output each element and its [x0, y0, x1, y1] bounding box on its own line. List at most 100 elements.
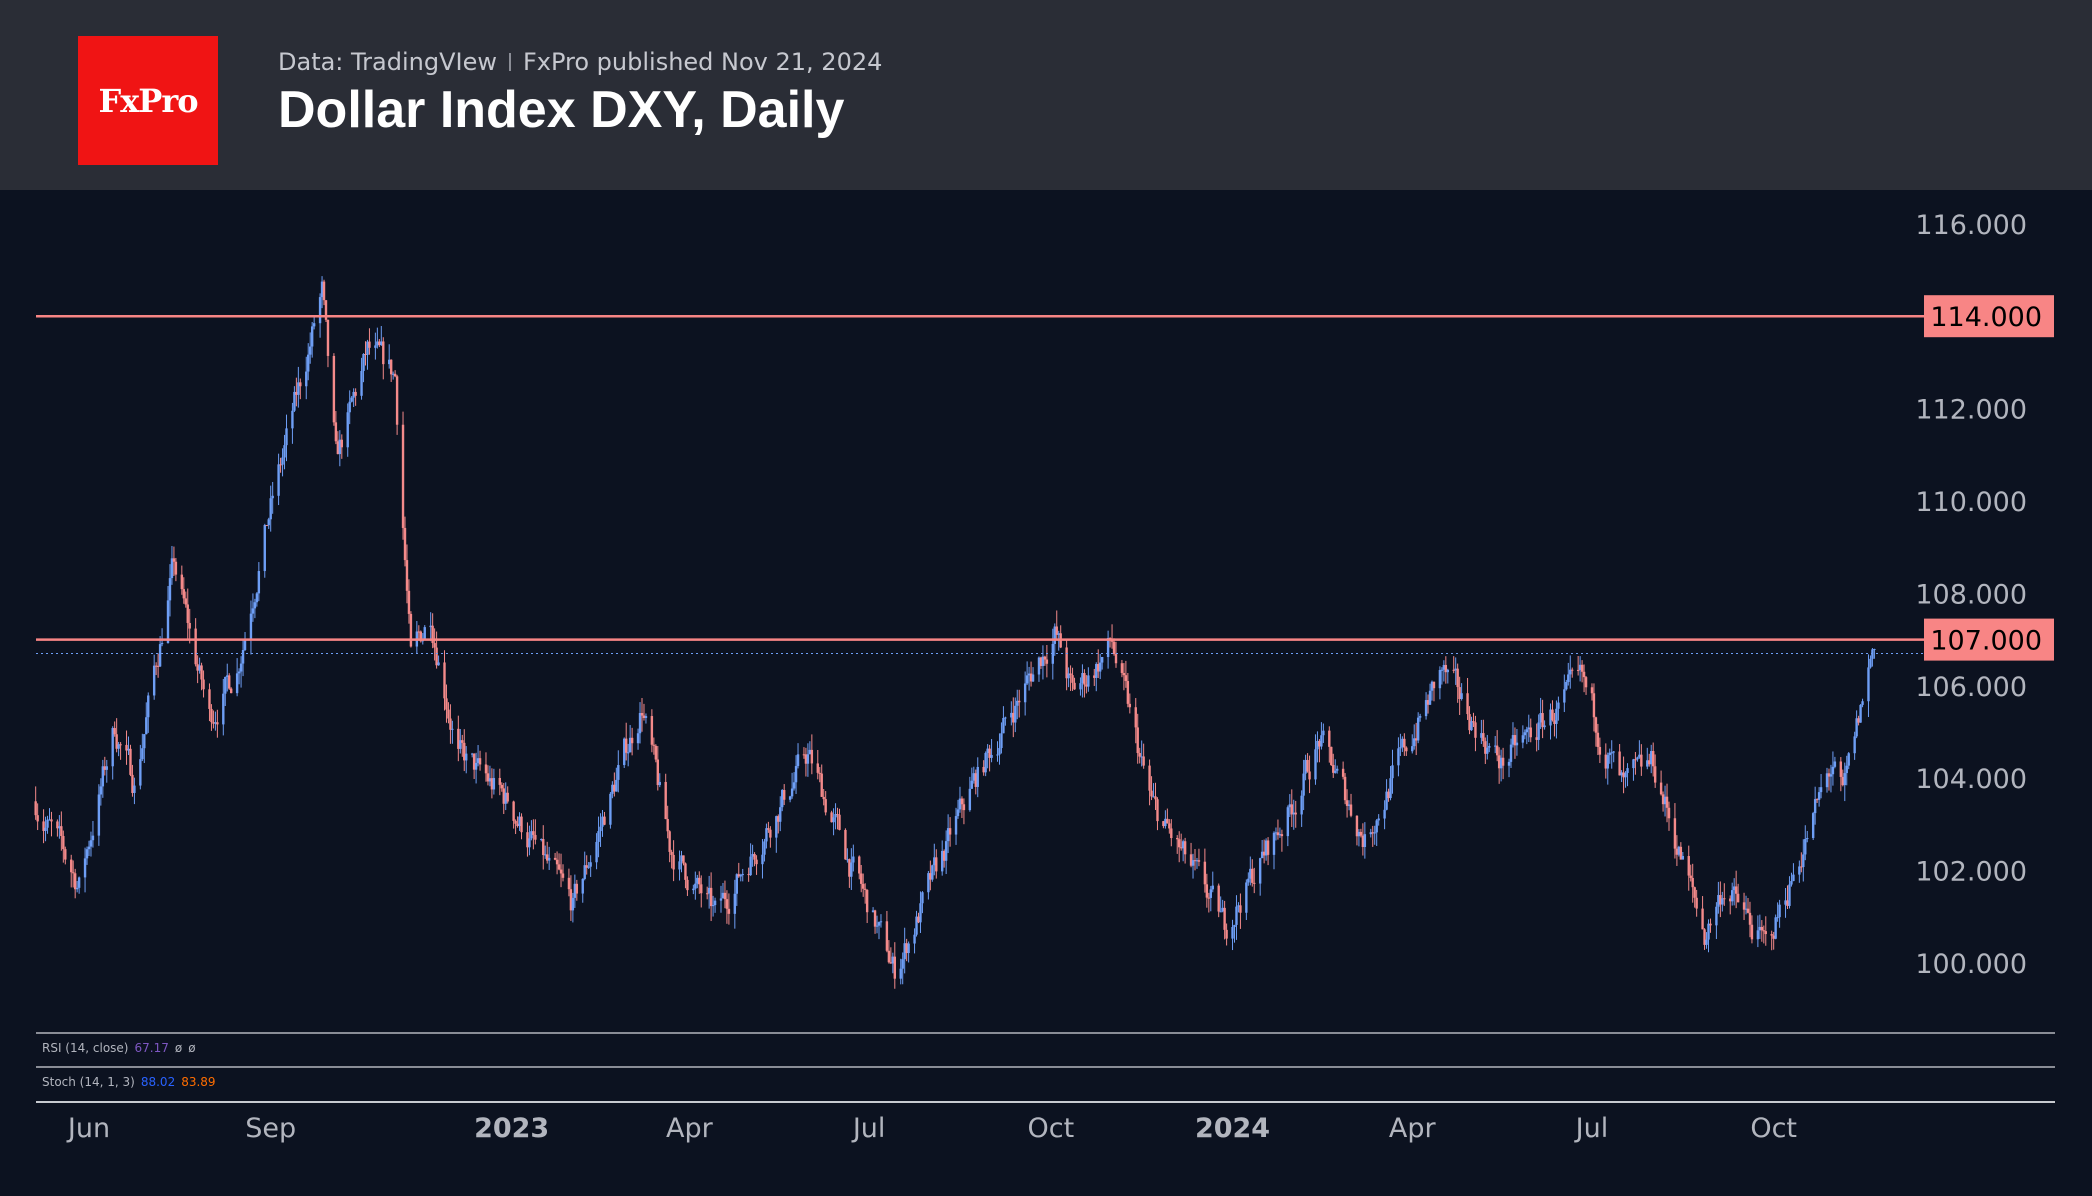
candle-down [202, 679, 205, 690]
candle-down [1280, 834, 1284, 837]
candle-down [1723, 898, 1726, 900]
candle-down [682, 855, 685, 864]
candle-down [1122, 672, 1126, 676]
candle-up [733, 893, 737, 914]
candle-up [1525, 729, 1528, 733]
candle-up [1873, 649, 1876, 651]
candle-down [948, 828, 952, 835]
candle-down [1592, 693, 1596, 718]
candle-up [779, 807, 782, 822]
levels: 114.000 107.000 [36, 295, 2054, 661]
candle-down [1689, 875, 1692, 878]
candle-down [1114, 654, 1118, 664]
candle-up [1401, 738, 1404, 748]
x-tick-label: Oct [1027, 1113, 1074, 1144]
candle-down [865, 889, 869, 913]
candle-up [644, 716, 648, 718]
candle-down [194, 628, 197, 665]
candle-down [862, 883, 865, 889]
candle-down [1604, 754, 1607, 769]
candle-up [253, 602, 257, 609]
candle-down [172, 558, 176, 562]
candle-up [1320, 735, 1323, 747]
candle-down [755, 859, 758, 865]
candle-up [1802, 854, 1805, 868]
candle-up [362, 354, 365, 371]
candle-down [42, 821, 45, 831]
candle-down [449, 718, 452, 730]
candle-down [1126, 681, 1130, 704]
candle-down [1571, 669, 1574, 671]
candle-down [988, 748, 991, 758]
candle-down [364, 354, 367, 356]
candle-up [623, 738, 626, 766]
candle-down [472, 753, 476, 770]
stoch-legend[interactable]: Stoch (14, 1, 3) 88.02 83.89 [42, 1075, 222, 1089]
candle-up [601, 816, 604, 827]
candle-up [257, 571, 261, 594]
candle-up [1557, 702, 1560, 709]
candle-up [794, 766, 798, 783]
candle-up [996, 754, 999, 756]
candle-down [1179, 847, 1183, 849]
candle-up [1721, 898, 1724, 905]
candle-down [725, 899, 729, 909]
candle-down [893, 956, 896, 979]
candle-down [64, 849, 67, 860]
candle-up [1549, 709, 1552, 726]
candle-up [75, 887, 79, 890]
candle-down [1361, 835, 1365, 848]
candle-down [326, 319, 330, 356]
candle-down [1444, 664, 1448, 673]
candle-down [1673, 818, 1677, 849]
candle-up [139, 759, 142, 786]
candle-down [585, 865, 588, 868]
candle-up [528, 838, 531, 848]
candle-up [1235, 906, 1238, 925]
candle-up [451, 728, 454, 730]
candle-up [1578, 664, 1582, 670]
candle-up [611, 784, 614, 794]
candle-up [1314, 749, 1317, 780]
rsi-legend[interactable]: RSI (14, close) 67.17 ø ø [42, 1041, 202, 1055]
candle-up [87, 846, 91, 850]
candle-up [224, 676, 227, 694]
candle-down [1332, 764, 1335, 773]
candle-down [463, 742, 466, 761]
candle-down [322, 281, 326, 301]
candle-up [271, 495, 274, 499]
candle-down [569, 889, 573, 911]
candle-down [1197, 860, 1201, 862]
candle-up [374, 345, 377, 348]
candle-up [1288, 804, 1291, 808]
candle-up [1650, 751, 1653, 765]
candle-up [99, 786, 103, 795]
candle-down [435, 647, 438, 666]
candle-up [1152, 796, 1155, 798]
candle-down [1594, 717, 1598, 733]
candle-up [1438, 670, 1442, 689]
candle-down [553, 857, 557, 860]
candle-down [1178, 839, 1181, 848]
candle-down [1772, 935, 1775, 939]
candle-up [808, 749, 812, 755]
candle-down [188, 622, 191, 629]
candle-up [1705, 939, 1708, 945]
candle-down [401, 424, 405, 528]
candle-up [1418, 716, 1422, 718]
candle-down [727, 908, 731, 914]
candle-up [1776, 917, 1779, 919]
y-tick-label: 110.000 [1915, 487, 2027, 518]
candle-up [1237, 905, 1240, 907]
candle-down [1371, 832, 1374, 834]
stoch-k-value: 88.02 [140, 1075, 176, 1089]
candle-up [58, 826, 61, 829]
candle-up [1527, 727, 1530, 730]
candle-down [962, 804, 966, 811]
candle-down [1071, 675, 1074, 683]
candle-up [972, 773, 975, 781]
candle-up [540, 839, 543, 841]
candle-down [810, 749, 814, 764]
candle-down [1170, 828, 1173, 839]
